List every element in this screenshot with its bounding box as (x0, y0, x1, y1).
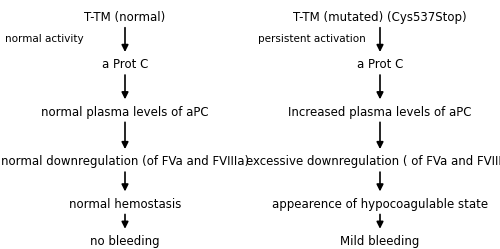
Text: persistent activation: persistent activation (258, 34, 365, 44)
Text: normal hemostasis: normal hemostasis (69, 198, 181, 211)
Text: Mild bleeding: Mild bleeding (340, 235, 419, 248)
Text: normal plasma levels of aPC: normal plasma levels of aPC (41, 106, 209, 119)
Text: T-TM (normal): T-TM (normal) (84, 11, 166, 24)
Text: a Prot C: a Prot C (102, 58, 148, 71)
Text: Increased plasma levels of aPC: Increased plasma levels of aPC (288, 106, 472, 119)
Text: appearence of hypocoagulable state: appearence of hypocoagulable state (272, 198, 488, 211)
Text: normal activity: normal activity (5, 34, 84, 44)
Text: T-TM (mutated) (Cys537Stop): T-TM (mutated) (Cys537Stop) (293, 11, 467, 24)
Text: no bleeding: no bleeding (90, 235, 160, 248)
Text: normal downregulation (of FVa and FVIIIa): normal downregulation (of FVa and FVIIIa… (1, 155, 249, 168)
Text: excessive downregulation ( of FVa and FVIIIa): excessive downregulation ( of FVa and FV… (246, 155, 500, 168)
Text: a Prot C: a Prot C (357, 58, 403, 71)
